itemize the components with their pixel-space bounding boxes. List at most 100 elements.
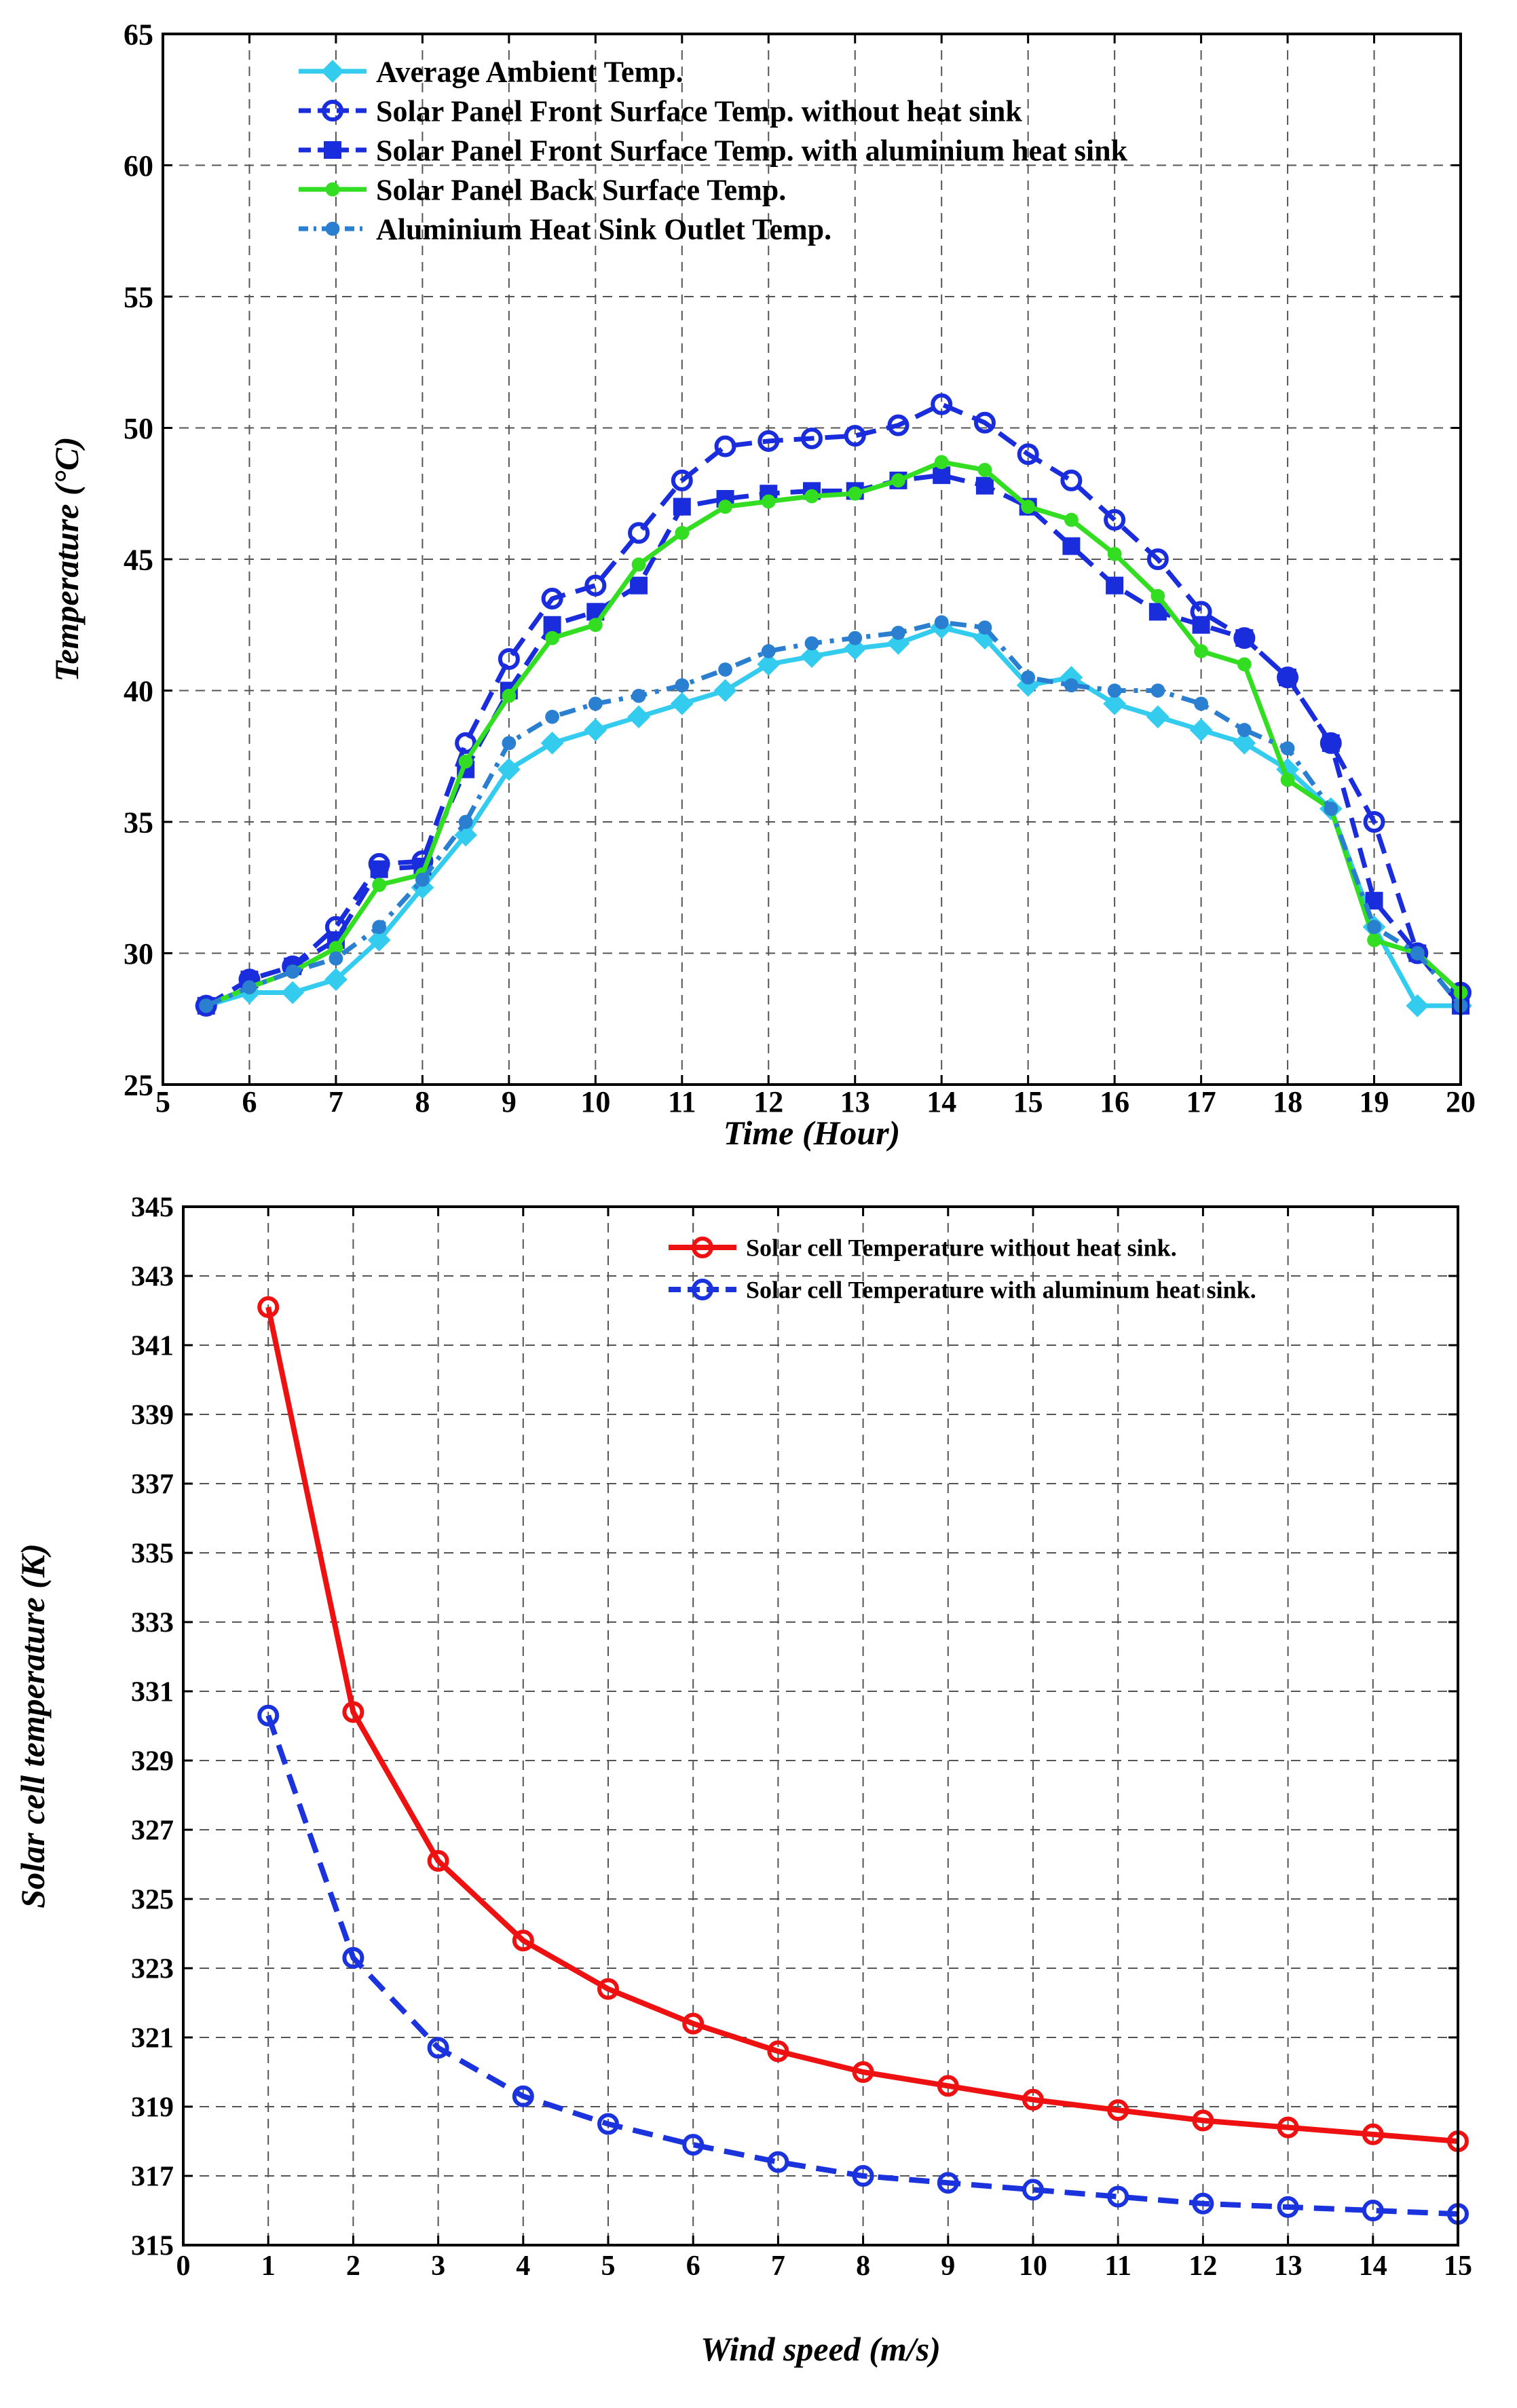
data-point — [1324, 802, 1338, 816]
legend-label: Average Ambient Temp. — [376, 55, 683, 88]
y-tick-label: 341 — [131, 1331, 174, 1362]
data-point — [372, 920, 387, 935]
series-line — [205, 625, 1461, 1009]
data-point — [1367, 920, 1381, 935]
data-point — [1022, 2088, 1044, 2111]
data-point — [718, 662, 732, 677]
data-point — [1233, 732, 1256, 755]
legend-marker — [324, 141, 341, 159]
data-point — [1362, 2123, 1384, 2145]
x-tick-label: 11 — [1104, 2251, 1131, 2282]
data-point — [545, 631, 559, 645]
y-tick-label: 329 — [131, 1746, 174, 1777]
data-point — [757, 652, 781, 676]
data-point — [1277, 2116, 1299, 2139]
data-point — [761, 494, 776, 509]
y-tick-label: 333 — [131, 1608, 174, 1639]
y-tick-label: 325 — [131, 1885, 174, 1916]
x-tick-label: 18 — [1273, 1085, 1303, 1118]
y-tick-label: 55 — [124, 280, 153, 314]
legend-marker — [692, 1237, 713, 1258]
x-tick-label: 13 — [1274, 2251, 1303, 2282]
legend-item: Average Ambient Temp. — [299, 55, 683, 88]
data-point — [342, 1701, 364, 1723]
data-point — [844, 425, 866, 447]
data-point — [891, 625, 905, 640]
data-point — [1322, 734, 1340, 752]
data-point — [1367, 933, 1381, 947]
data-point — [673, 497, 691, 516]
y-tick-label: 343 — [131, 1262, 174, 1293]
y-tick-label: 337 — [131, 1469, 174, 1501]
y-tick-label: 45 — [124, 543, 153, 576]
data-point — [1192, 2192, 1214, 2215]
data-point — [584, 574, 607, 597]
data-point — [1237, 657, 1252, 672]
data-point — [933, 466, 951, 485]
data-point — [1280, 741, 1295, 756]
data-point — [1060, 469, 1083, 491]
y-tick-label: 339 — [131, 1400, 174, 1431]
data-point — [1280, 772, 1295, 787]
y-tick-label: 25 — [124, 1068, 153, 1102]
data-point — [714, 435, 736, 457]
data-point — [512, 1930, 534, 1952]
y-tick-label: 321 — [131, 2023, 174, 2054]
data-point — [801, 427, 823, 449]
legend-marker — [322, 100, 343, 121]
data-point — [1279, 669, 1297, 687]
data-point — [502, 736, 517, 751]
data-point — [541, 588, 563, 610]
data-point — [1021, 670, 1036, 685]
x-tick-label: 14 — [1359, 2251, 1387, 2282]
data-point — [682, 2134, 705, 2156]
data-point — [242, 980, 257, 995]
data-point — [757, 430, 780, 452]
data-point — [285, 964, 300, 979]
legend-item: Solar Panel Front Surface Temp. with alu… — [299, 134, 1128, 167]
x-tick-label: 13 — [840, 1085, 870, 1118]
data-point — [1194, 696, 1208, 711]
data-point — [543, 616, 561, 634]
data-point — [257, 1704, 280, 1727]
data-point — [852, 2165, 874, 2187]
data-point — [1107, 683, 1122, 698]
series-line — [265, 1714, 1459, 2217]
data-point — [1192, 616, 1210, 634]
data-point — [1021, 500, 1036, 514]
data-point — [597, 2113, 619, 2135]
data-point — [588, 618, 603, 633]
data-point — [628, 522, 650, 544]
data-point — [1107, 546, 1122, 561]
data-point — [804, 636, 819, 651]
y-tick-label: 40 — [124, 675, 153, 708]
data-point — [767, 2151, 789, 2173]
data-point — [1064, 512, 1079, 527]
data-point — [1406, 994, 1429, 1017]
data-point — [584, 718, 607, 742]
plot-frame — [162, 33, 1462, 1086]
data-point — [671, 469, 693, 491]
data-point — [934, 615, 949, 630]
data-point — [631, 688, 646, 703]
x-tick-label: 5 — [155, 1085, 170, 1118]
x-tick-label: 3 — [431, 2251, 445, 2282]
x-tick-label: 7 — [771, 2251, 785, 2282]
x-tick-label: 5 — [601, 2251, 616, 2282]
data-point — [1192, 2109, 1214, 2132]
y-tick-label: 30 — [124, 937, 153, 971]
data-point — [887, 414, 910, 436]
data-point — [1150, 683, 1165, 698]
data-point — [329, 951, 343, 966]
plot-frame — [182, 1205, 1459, 2246]
y-tick-label: 317 — [131, 2162, 174, 2193]
x-tick-label: 9 — [941, 2251, 955, 2282]
data-point — [1022, 2179, 1044, 2201]
data-point — [454, 823, 478, 847]
legend-item: Solar Panel Front Surface Temp. without … — [299, 94, 1022, 128]
data-point — [1237, 723, 1252, 737]
data-point — [891, 473, 905, 488]
data-point — [886, 631, 910, 655]
series-2 — [195, 393, 1472, 1017]
data-point — [342, 1946, 364, 1969]
